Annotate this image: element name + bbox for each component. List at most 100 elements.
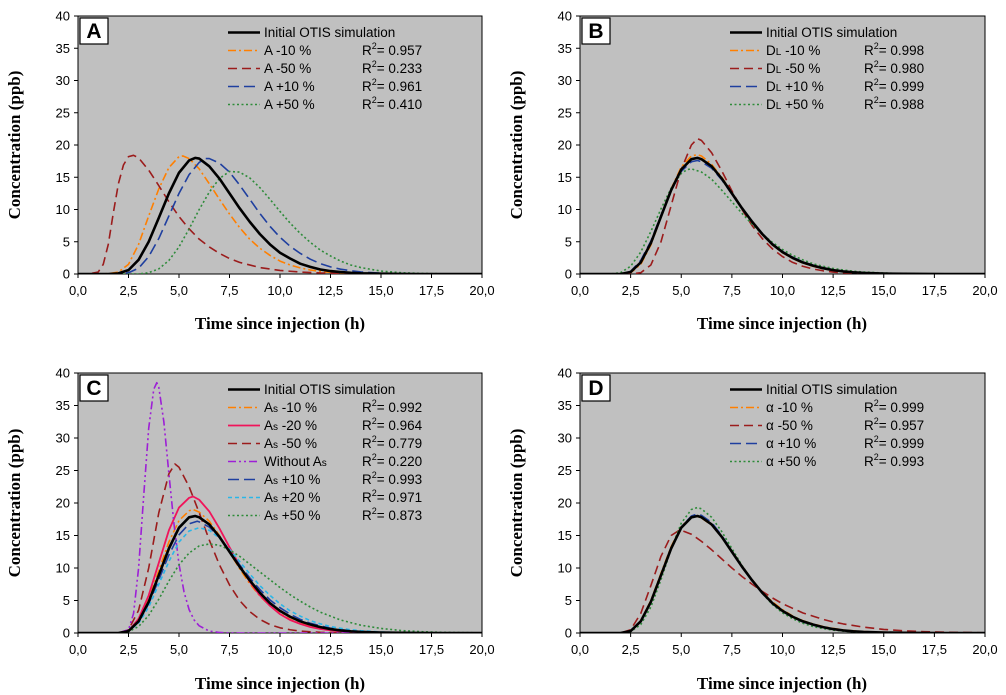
x-tick-label: 5,0 bbox=[672, 283, 690, 298]
x-tick-label: 5,0 bbox=[170, 283, 188, 298]
x-tick-label: 2,5 bbox=[119, 642, 137, 657]
x-tick-label: 10,0 bbox=[267, 283, 292, 298]
y-tick-label: 15 bbox=[56, 170, 70, 185]
panel-b: 0 5 10 15 20 25 30 35 40 0,0 2,5 5,0 7,5 10,0 12,5 15,0… bbox=[507, 9, 998, 334]
y-tick-label: 0 bbox=[63, 267, 70, 282]
y-tick-label: 25 bbox=[558, 105, 572, 120]
x-tick-label: 17,5 bbox=[419, 642, 444, 657]
legend-entry-label: Without As R2= 0.220 bbox=[264, 452, 422, 469]
y-tick-label: 5 bbox=[63, 234, 70, 249]
legend-entry-label: Initial OTIS simulation bbox=[264, 25, 395, 40]
x-tick-label: 15,0 bbox=[368, 283, 393, 298]
y-tick-label: 20 bbox=[558, 496, 572, 511]
plot-area bbox=[77, 15, 483, 275]
x-tick-label: 10,0 bbox=[770, 642, 795, 657]
x-tick-label: 20,0 bbox=[469, 642, 494, 657]
y-tick-label: 35 bbox=[56, 41, 70, 56]
series-line bbox=[78, 155, 482, 274]
y-tick-label: 10 bbox=[56, 202, 70, 217]
y-tick-label: 15 bbox=[558, 170, 572, 185]
legend-entry-label: A +50 % R2= 0.410 bbox=[264, 95, 422, 112]
y-tick-label: 0 bbox=[565, 626, 572, 641]
series-line bbox=[78, 381, 482, 633]
legend-entry-label: α +50 % R2= 0.993 bbox=[766, 452, 924, 469]
y-tick-label: 15 bbox=[558, 528, 572, 543]
y-tick-label: 35 bbox=[558, 41, 572, 56]
x-tick-label: 15,0 bbox=[368, 642, 393, 657]
legend-entry-label: As +10 % R2= 0.993 bbox=[264, 470, 422, 487]
legend-entry-label: As +50 % R2= 0.873 bbox=[264, 506, 422, 523]
x-tick-label: 7,5 bbox=[220, 283, 238, 298]
x-tick-label: 0,0 bbox=[571, 642, 589, 657]
x-tick-label: 5,0 bbox=[672, 642, 690, 657]
panel-letter: A bbox=[86, 20, 101, 43]
series-line bbox=[78, 156, 482, 274]
x-tick-label: 12,5 bbox=[318, 283, 343, 298]
series-line bbox=[580, 168, 985, 274]
y-tick-label: 35 bbox=[56, 398, 70, 413]
series-line bbox=[580, 156, 985, 274]
panel-letter: B bbox=[588, 20, 603, 43]
y-tick-label: 20 bbox=[56, 496, 70, 511]
y-tick-label: 20 bbox=[558, 138, 572, 153]
y-tick-label: 25 bbox=[558, 463, 572, 478]
legend-entry-label: α -10 % R2= 0.999 bbox=[766, 398, 924, 415]
series-line bbox=[580, 514, 985, 633]
y-tick-label: 5 bbox=[63, 593, 70, 608]
x-tick-label: 7,5 bbox=[220, 642, 238, 657]
x-tick-label: 7,5 bbox=[723, 283, 741, 298]
plot-area bbox=[579, 15, 986, 275]
x-tick-label: 2,5 bbox=[622, 642, 640, 657]
legend-entry-label: α +10 % R2= 0.999 bbox=[766, 434, 924, 451]
legend-entry-label: DL +50 % R2= 0.988 bbox=[766, 95, 924, 112]
panel-letter-box bbox=[581, 17, 611, 45]
panel-letter-box bbox=[79, 374, 109, 402]
x-tick-label: 15,0 bbox=[871, 642, 896, 657]
x-axis-label: Time since injection (h) bbox=[697, 674, 867, 693]
series-line bbox=[78, 157, 482, 274]
y-tick-label: 10 bbox=[56, 561, 70, 576]
x-tick-label: 20,0 bbox=[972, 283, 997, 298]
x-axis-label: Time since injection (h) bbox=[697, 314, 867, 333]
y-tick-label: 20 bbox=[56, 138, 70, 153]
y-tick-label: 25 bbox=[56, 463, 70, 478]
x-tick-label: 2,5 bbox=[119, 283, 137, 298]
y-tick-label: 15 bbox=[56, 528, 70, 543]
x-tick-label: 5,0 bbox=[170, 642, 188, 657]
y-tick-label: 5 bbox=[565, 593, 572, 608]
y-tick-label: 30 bbox=[56, 73, 70, 88]
series-line bbox=[78, 514, 482, 633]
series-line bbox=[78, 170, 482, 274]
y-tick-label: 30 bbox=[558, 73, 572, 88]
y-tick-label: 5 bbox=[565, 234, 572, 249]
x-tick-label: 0,0 bbox=[571, 283, 589, 298]
x-tick-label: 0,0 bbox=[69, 283, 87, 298]
legend-entry-label: α -50 % R2= 0.957 bbox=[766, 416, 924, 433]
legend-entry-label: As +20 % R2= 0.971 bbox=[264, 488, 422, 505]
legend-entry-label: DL +10 % R2= 0.999 bbox=[766, 77, 924, 94]
y-tick-label: 40 bbox=[56, 9, 70, 24]
y-tick-label: 40 bbox=[558, 366, 572, 381]
legend-entry-label: As -20 % R2= 0.964 bbox=[264, 416, 423, 433]
y-tick-label: 25 bbox=[56, 105, 70, 120]
y-tick-label: 0 bbox=[63, 626, 70, 641]
y-tick-label: 10 bbox=[558, 561, 572, 576]
legend-entry-label: DL -50 % R2= 0.980 bbox=[766, 59, 924, 76]
x-tick-label: 12,5 bbox=[820, 283, 845, 298]
panel-c: 0 5 10 15 20 25 30 35 40 0,0 2,5 5,0 7,5 10,0 12,5 15,0… bbox=[5, 366, 495, 694]
x-tick-label: 2,5 bbox=[622, 283, 640, 298]
y-axis-label: Concentration (ppb) bbox=[507, 429, 526, 578]
y-axis-label: Concentration (ppb) bbox=[507, 71, 526, 220]
x-tick-label: 20,0 bbox=[469, 283, 494, 298]
panel-letter-box bbox=[581, 374, 611, 402]
x-tick-label: 17,5 bbox=[922, 642, 947, 657]
x-tick-label: 0,0 bbox=[69, 642, 87, 657]
x-tick-label: 20,0 bbox=[972, 642, 997, 657]
x-tick-label: 17,5 bbox=[922, 283, 947, 298]
plot-area bbox=[579, 372, 986, 634]
y-tick-label: 40 bbox=[558, 9, 572, 24]
